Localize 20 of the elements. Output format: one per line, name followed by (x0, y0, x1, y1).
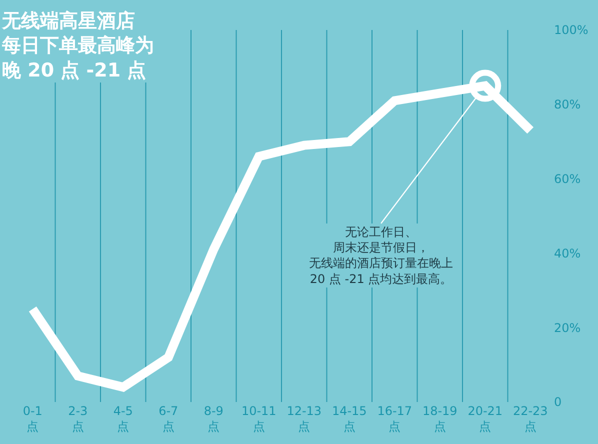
y-tick-label: 40% (554, 246, 581, 260)
x-tick-label: 16-17 点 (377, 404, 412, 434)
y-tick-label: 80% (554, 98, 581, 112)
x-tick-label: 18-19 点 (422, 404, 458, 434)
y-tick-label: 20% (554, 320, 581, 335)
y-tick-label: 60% (554, 172, 581, 186)
annotation: 无论工作日、周末还是节假日，无线端的酒店预订量在晚上20 点 -21 点均达到最高。 (309, 225, 453, 286)
x-tick-label: 10-11 点 (241, 404, 276, 434)
x-tick-label: 20-21 点 (468, 404, 503, 434)
x-tick-label: 12-13 点 (286, 404, 322, 434)
x-tick-label: 2-3 点 (68, 404, 88, 434)
x-tick-label: 22-23 点 (512, 404, 548, 434)
x-tick-label: 8-9 点 (204, 404, 224, 434)
x-tick-label: 6-7 点 (158, 404, 178, 434)
y-tick-label: 100% (554, 23, 588, 38)
chart-title: 无线端高星酒店每日下单最高峰为晚 20 点 -21 点 (1, 10, 154, 82)
y-tick-label: 0 (554, 395, 562, 410)
x-tick-label: 14-15 点 (332, 404, 367, 434)
x-tick-label: 4-5 点 (113, 404, 133, 434)
x-tick-label: 0-1 点 (22, 404, 42, 434)
